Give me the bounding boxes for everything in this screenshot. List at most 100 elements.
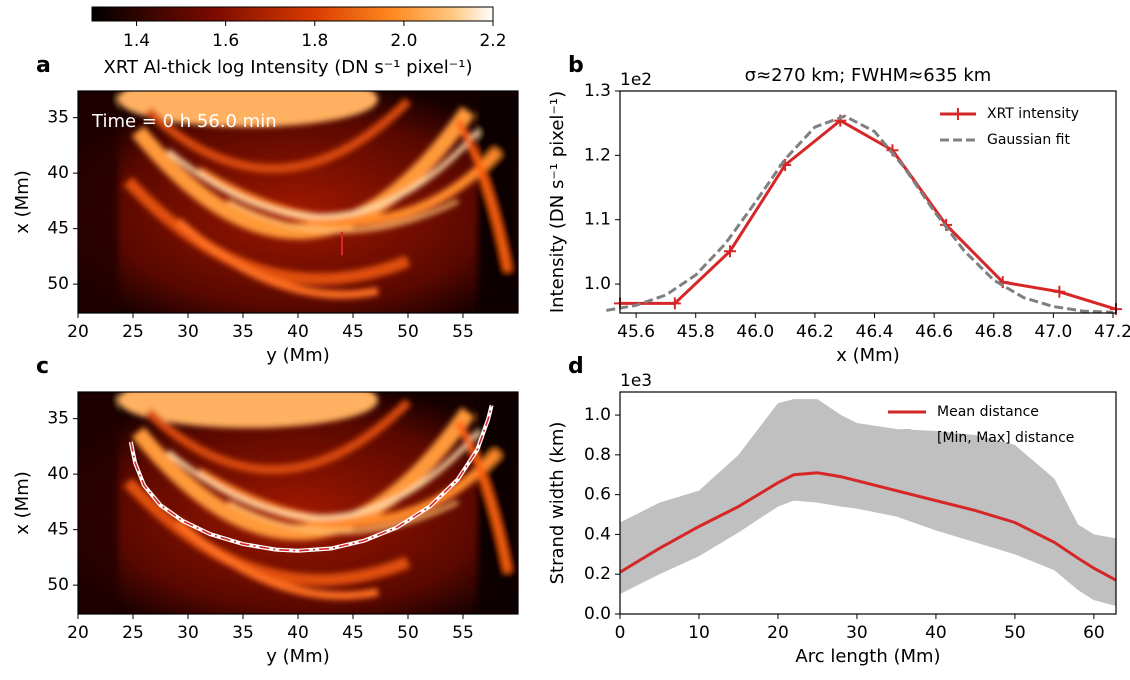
y-axis-label: Intensity (DN s⁻¹ pixel⁻¹): [547, 91, 568, 313]
y-tick-label: 35: [47, 409, 69, 429]
colorbar-tick-label: 1.4: [123, 31, 150, 51]
panel-title: σ≈270 km; FWHM≈635 km: [745, 65, 992, 86]
y-tick-label: 45: [47, 219, 69, 239]
x-tick-label: 10: [688, 623, 710, 643]
y-tick-label: 50: [47, 274, 69, 294]
loop: [131, 407, 475, 540]
heatmap-image: [78, 91, 518, 313]
marker: [668, 297, 681, 310]
loop: [227, 199, 459, 233]
legend-label: [Min, Max] distance: [937, 430, 1074, 446]
y-tick-label: 1.1: [584, 210, 611, 230]
x-tick-label: 0: [615, 623, 626, 643]
loop: [227, 500, 459, 534]
y-tick-label: 1.2: [584, 145, 611, 165]
x-tick-label: 35: [232, 322, 254, 342]
loop: [454, 420, 512, 573]
loop: [131, 106, 475, 239]
colorbar-tick-label: 2.2: [479, 31, 506, 51]
series-line: [619, 471, 1117, 582]
y-tick-label: 1.0: [584, 405, 611, 425]
x-tick-label: 25: [122, 623, 144, 643]
loop: [144, 398, 412, 475]
annotation: Time = 0 h 56.0 min: [91, 111, 277, 132]
y-tick-label: 35: [47, 108, 69, 128]
axis-offset: 1e3: [620, 371, 652, 391]
dark-corner: [478, 91, 518, 313]
colorbar: [91, 6, 494, 22]
marker: [723, 245, 736, 258]
legend-label: XRT intensity: [987, 106, 1079, 122]
bright-lobe: [118, 392, 378, 428]
y-tick-label: 40: [47, 464, 69, 484]
series-line: [606, 114, 1114, 314]
x-tick-label: 25: [122, 322, 144, 342]
y-axis-label: x (Mm): [12, 170, 33, 233]
x-tick-label: 45: [342, 623, 364, 643]
y-tick-label: 50: [47, 575, 69, 595]
y-axis-label: Strand width (km): [547, 422, 568, 585]
x-tick-label: 46.2: [796, 322, 834, 342]
marker: [1053, 285, 1066, 298]
loop: [195, 448, 502, 528]
y-axis-label: x (Mm): [12, 471, 33, 534]
colorbar-tick-label: 1.8: [301, 31, 328, 51]
x-axis-label: y (Mm): [266, 345, 329, 366]
loop: [144, 97, 412, 174]
loops: [78, 392, 518, 614]
x-tick-label: 46.0: [736, 322, 774, 342]
panel-label: a: [36, 53, 51, 78]
panel-title: XRT Al-thick log Intensity (DN s⁻¹ pixel…: [103, 57, 472, 78]
loop: [123, 176, 411, 285]
x-tick-label: 47.0: [1034, 322, 1072, 342]
x-axis-label: Arc length (Mm): [795, 646, 940, 667]
range-band: [620, 399, 1116, 607]
loop: [195, 147, 502, 227]
x-tick-label: 47.2: [1094, 322, 1130, 342]
x-tick-label: 55: [452, 322, 474, 342]
x-tick-label: 20: [67, 322, 89, 342]
x-tick-label: 50: [397, 322, 419, 342]
y-tick-label: 1.3: [584, 81, 611, 101]
loop: [175, 519, 379, 600]
axis-offset: 1e2: [620, 70, 652, 90]
dark-corner: [78, 392, 118, 614]
x-tick-label: 20: [767, 623, 789, 643]
axes-frame: [619, 391, 1117, 615]
y-tick-label: 0.2: [584, 564, 611, 584]
y-tick-label: 0.6: [584, 485, 611, 505]
loop: [166, 129, 480, 219]
loop: [123, 477, 411, 586]
loop: [454, 119, 512, 272]
legend-label: Gaussian fit: [987, 132, 1070, 148]
colorbar-tick-label: 1.6: [212, 31, 239, 51]
y-tick-label: 0.4: [584, 524, 611, 544]
x-tick-label: 35: [232, 623, 254, 643]
x-tick-label: 55: [452, 623, 474, 643]
heatmap-image: [78, 392, 518, 614]
x-tick-label: 30: [177, 623, 199, 643]
x-tick-label: 20: [67, 623, 89, 643]
x-tick-label: 30: [177, 322, 199, 342]
panel-label: d: [568, 354, 584, 379]
y-tick-label: 40: [47, 163, 69, 183]
bright-lobe: [118, 91, 378, 127]
x-tick-label: 50: [397, 623, 419, 643]
x-axis-label: y (Mm): [266, 646, 329, 667]
x-tick-label: 45.8: [677, 322, 715, 342]
x-tick-label: 45: [342, 322, 364, 342]
axes-frame: [619, 90, 1117, 314]
series-line: [620, 118, 1117, 311]
y-tick-label: 0.8: [584, 445, 611, 465]
arc: [130, 405, 493, 552]
panel-label: b: [568, 53, 584, 78]
loops: [78, 91, 518, 313]
x-axis-label: x (Mm): [836, 345, 899, 366]
loop: [175, 218, 379, 299]
legend-errorbar: [903, 429, 911, 447]
x-tick-label: 60: [1083, 623, 1105, 643]
x-tick-label: 46.4: [856, 322, 894, 342]
x-tick-label: 50: [1004, 623, 1026, 643]
x-tick-label: 40: [287, 322, 309, 342]
